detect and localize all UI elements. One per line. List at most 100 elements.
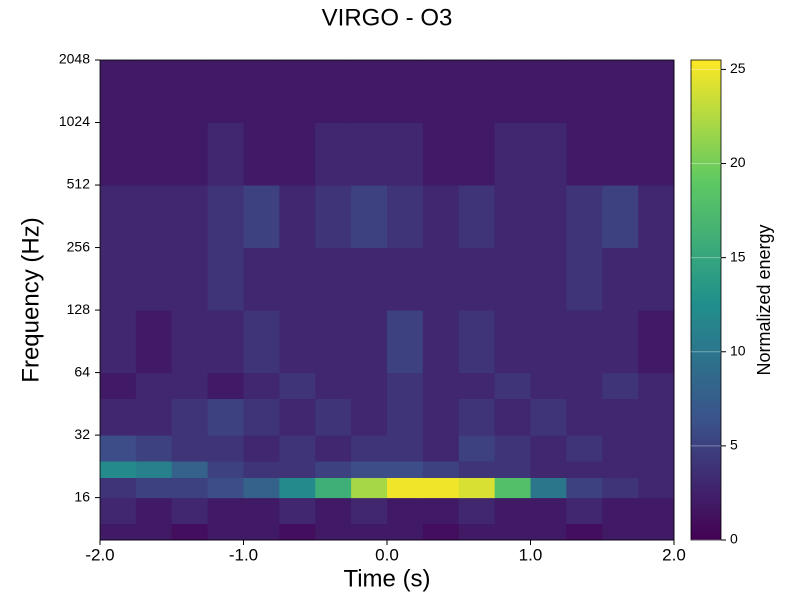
colorbar-segment [691, 288, 721, 293]
heatmap-cell [494, 477, 531, 499]
heatmap-cell [100, 398, 137, 436]
heatmap-cell [279, 398, 316, 436]
heatmap-cell [351, 477, 388, 499]
heatmap-cell [530, 247, 567, 311]
colorbar-segment [691, 384, 721, 389]
x-tick-label: -2.0 [85, 545, 114, 564]
colorbar-segment [691, 180, 721, 185]
colorbar-segment [691, 64, 721, 69]
colorbar-segment [691, 396, 721, 401]
colorbar-segment [691, 272, 721, 277]
heatmap-cell [458, 310, 496, 374]
heatmap-cell [530, 461, 567, 478]
colorbar-segment [691, 472, 721, 477]
heatmap-cell [315, 477, 352, 499]
heatmap-cell [243, 435, 280, 462]
x-tick-label: -1.0 [229, 545, 258, 564]
heatmap-cell [530, 372, 567, 400]
colorbar-segment [691, 300, 721, 305]
y-tick-label: 32 [74, 426, 90, 442]
colorbar-segment [691, 516, 721, 521]
colorbar-segment [691, 360, 721, 365]
colorbar-segment [691, 120, 721, 125]
colorbar-segment [691, 196, 721, 201]
heatmap-cell [602, 185, 639, 249]
colorbar-segment [691, 132, 721, 137]
heatmap-cell [530, 310, 567, 374]
heatmap-cell [135, 477, 173, 499]
heatmap-cell [135, 372, 173, 400]
heatmap-cell [422, 310, 460, 374]
heatmap-cell [279, 247, 316, 311]
heatmap-cell [100, 477, 137, 499]
colorbar-segment [691, 92, 721, 97]
heatmap-cell [351, 497, 388, 525]
heatmap-cell [243, 372, 280, 400]
heatmap-cell [135, 461, 173, 478]
heatmap-cell [387, 247, 424, 311]
heatmap-cell [566, 247, 603, 311]
heatmap-cell [638, 497, 675, 525]
heatmap-cell [566, 523, 603, 541]
heatmap-cell [351, 435, 388, 462]
heatmap-cell [494, 247, 531, 311]
colorbar-segment [691, 208, 721, 213]
heatmap-cell [387, 435, 424, 462]
heatmap-cell [458, 60, 496, 124]
colorbar-segment [691, 276, 721, 281]
colorbar-segment [691, 308, 721, 313]
colorbar-segment [691, 280, 721, 285]
colorbar-segment [691, 416, 721, 421]
y-tick-label: 16 [74, 488, 90, 504]
colorbar-tick-label: 25 [730, 60, 746, 76]
heatmap-cell [422, 60, 460, 124]
heatmap-cell [566, 310, 603, 374]
colorbar-segment [691, 456, 721, 461]
heatmap-cell [602, 523, 639, 541]
heatmap-cell [458, 435, 496, 462]
colorbar-segment [691, 160, 721, 165]
heatmap-cell [207, 435, 244, 462]
heatmap-cell [494, 372, 531, 400]
heatmap-cell [315, 497, 352, 525]
colorbar-segment [691, 128, 721, 133]
colorbar-segment [691, 152, 721, 157]
heatmap-cell [207, 185, 244, 249]
colorbar-tick-label: 5 [730, 437, 738, 453]
heatmap-cell [494, 310, 531, 374]
chart-title: VIRGO - O3 [322, 4, 453, 31]
heatmap-cell [315, 398, 352, 436]
heatmap-cell [279, 185, 316, 249]
colorbar-segment [691, 304, 721, 309]
colorbar-segment [691, 140, 721, 145]
heatmap-cell [494, 60, 531, 124]
heatmap-cell [100, 372, 137, 400]
heatmap-cell [135, 398, 173, 436]
heatmap-cell [530, 122, 567, 186]
heatmap-cell [638, 461, 675, 478]
heatmap-cell [638, 435, 675, 462]
heatmap-cell [207, 122, 244, 186]
heatmap-cell [566, 60, 603, 124]
colorbar-segment [691, 200, 721, 205]
colorbar-segment [691, 144, 721, 149]
heatmap-cell [279, 497, 316, 525]
heatmap-cell [207, 523, 244, 541]
heatmap-cell [387, 461, 424, 478]
heatmap-cell [602, 60, 639, 124]
heatmap-cell [566, 398, 603, 436]
heatmap-cell [458, 185, 496, 249]
colorbar-segment [691, 248, 721, 253]
heatmap-cell [135, 185, 173, 249]
colorbar-segment [691, 136, 721, 141]
heatmap-cell [100, 435, 137, 462]
colorbar-segment [691, 484, 721, 489]
colorbar-segment [691, 192, 721, 197]
heatmap-cell [279, 310, 316, 374]
colorbar-segment [691, 188, 721, 193]
heatmap-cell [638, 477, 675, 499]
x-tick-label: 0.0 [375, 545, 399, 564]
heatmap-cell [279, 372, 316, 400]
heatmap-cell [171, 185, 209, 249]
heatmap-cell [100, 185, 137, 249]
